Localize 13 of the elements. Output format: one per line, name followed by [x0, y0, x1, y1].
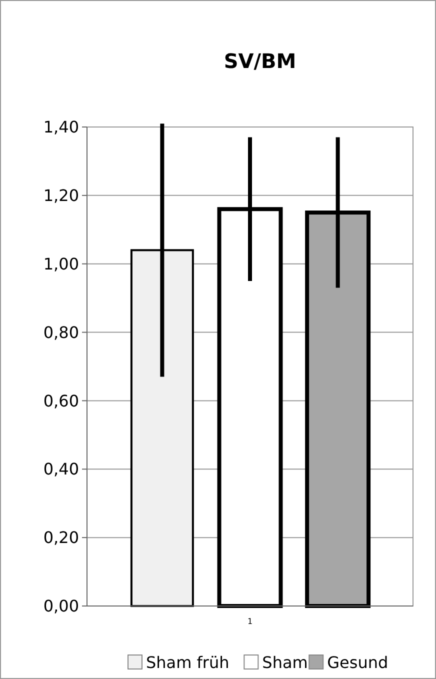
y-tick-label: 1,20	[43, 186, 79, 206]
chart-title: SV/BM	[224, 49, 296, 73]
y-tick-label: 0,40	[43, 460, 79, 479]
y-tick-label: 0,60	[43, 391, 79, 410]
text: Sham	[262, 653, 308, 672]
y-tick-label: 1,40	[43, 118, 79, 137]
y-tick-label: 0,00	[43, 596, 79, 616]
text: Sham früh	[146, 653, 230, 672]
legend-label: Gesund	[327, 653, 388, 672]
y-tick-label: 1,00	[43, 254, 79, 274]
y-tick-label: 0,20	[43, 528, 79, 548]
x-tick-label: 1	[247, 617, 253, 626]
y-tick-label: 0,80	[43, 322, 79, 342]
